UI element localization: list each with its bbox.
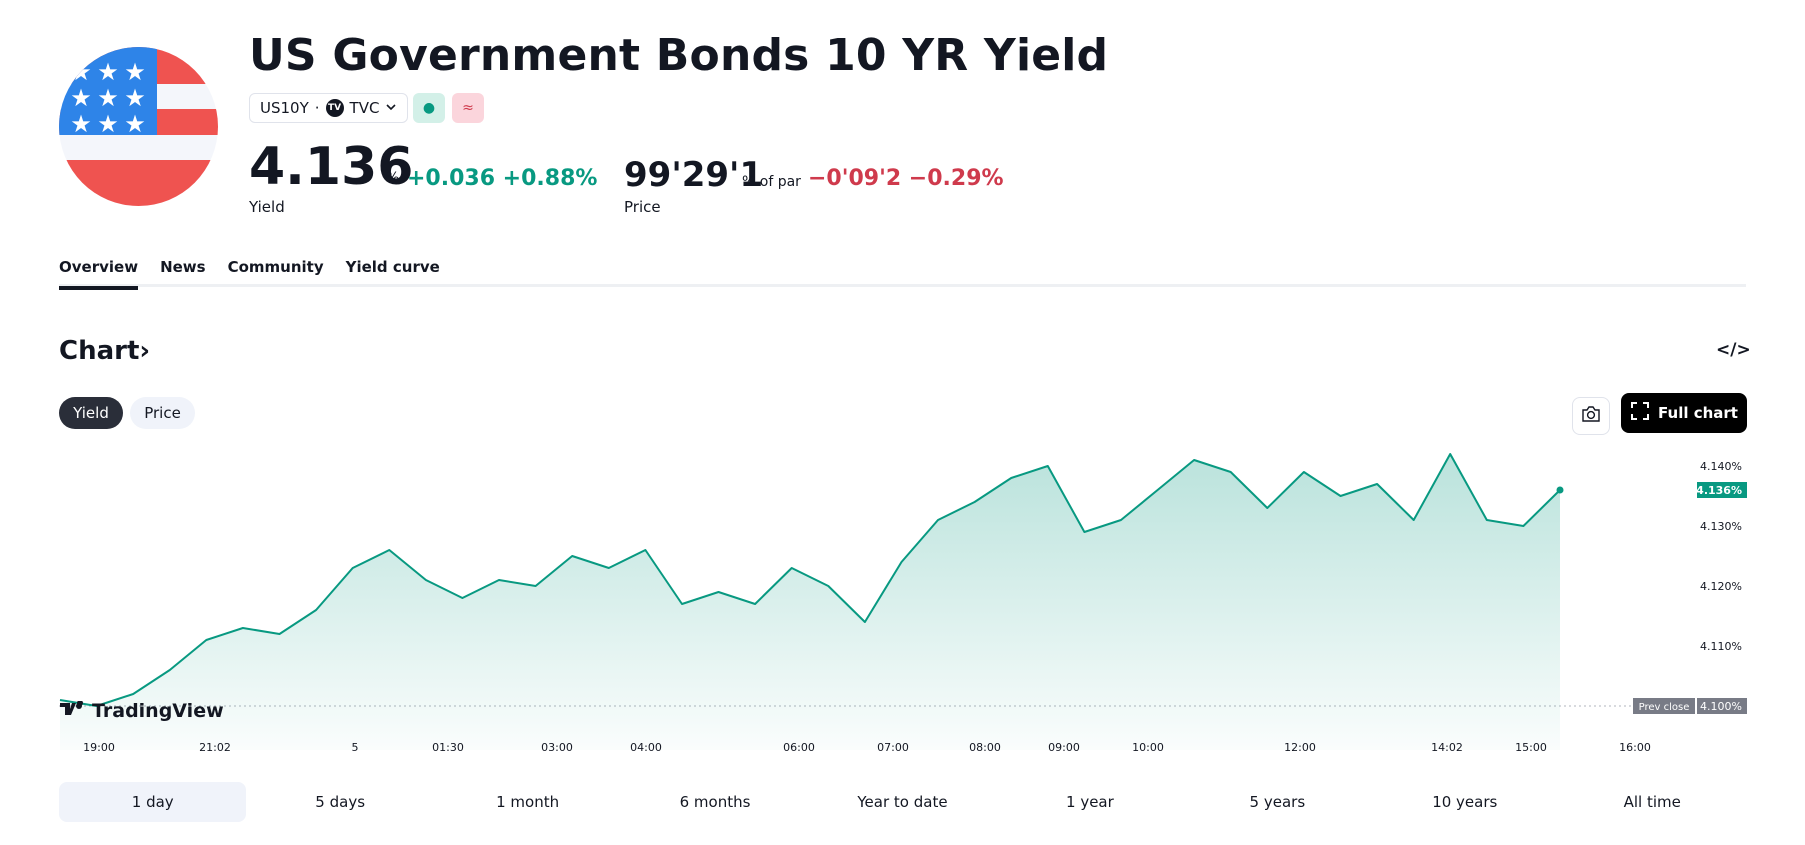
chevron-right-icon: › xyxy=(139,336,151,366)
x-tick-label: 12:00 xyxy=(1284,741,1316,754)
x-tick-label: 07:00 xyxy=(877,741,909,754)
x-tick-label: 5 xyxy=(352,741,359,754)
range-10-years[interactable]: 10 years xyxy=(1432,793,1498,811)
y-tick-label: 4.140% xyxy=(1700,460,1742,473)
symbol-separator: · xyxy=(314,99,320,117)
y-tick-label: 4.120% xyxy=(1700,580,1742,593)
x-tick-label: 19:00 xyxy=(83,741,115,754)
svg-text:★: ★ xyxy=(70,84,92,112)
tradingview-wordmark: TradingView xyxy=(92,700,224,722)
yield-data-point xyxy=(1556,486,1564,494)
range-year-to-date[interactable]: Year to date xyxy=(857,793,948,811)
last-value-tag xyxy=(1697,482,1747,498)
range-1-year[interactable]: 1 year xyxy=(1066,793,1114,811)
yield-value: 4.136 xyxy=(249,137,414,197)
svg-text:★: ★ xyxy=(124,58,146,86)
toggle-price[interactable]: Price xyxy=(130,397,195,429)
prev-close-value-label: 4.100% xyxy=(1700,700,1742,713)
yield-area-fill xyxy=(60,454,1560,750)
yield-chart[interactable]: 4.140% 4.130% 4.120% 4.110% 4.136% Prev close… xyxy=(0,440,1805,760)
svg-text:★: ★ xyxy=(70,110,92,138)
range-5-days[interactable]: 5 days xyxy=(315,793,366,811)
page-title: US Government Bonds 10 YR Yield xyxy=(249,30,1109,81)
yield-change: +0.036 +0.88% xyxy=(407,166,598,191)
price-value: 99'29'1 xyxy=(624,155,764,195)
range-all-time[interactable]: All time xyxy=(1623,793,1681,811)
yield-unit: % xyxy=(386,170,400,186)
tabs-divider xyxy=(59,284,1746,287)
symbol-selector[interactable]: US10Y · TV TVC xyxy=(249,93,409,123)
yield-line xyxy=(59,453,1561,707)
tab-news[interactable]: News xyxy=(160,258,206,276)
x-tick-label: 06:00 xyxy=(783,741,815,754)
x-tick-label: 03:00 xyxy=(541,741,573,754)
symbol-ticker: US10Y xyxy=(260,99,309,117)
tradingview-logo-icon xyxy=(60,700,88,721)
chevron-down-icon xyxy=(385,99,397,117)
svg-text:★: ★ xyxy=(97,58,119,86)
svg-text:★: ★ xyxy=(124,110,146,138)
price-label: Price xyxy=(624,198,661,216)
page-tabs: Overview News Community Yield curve xyxy=(59,258,462,290)
delayed-data-badge[interactable]: ≈ xyxy=(452,93,484,123)
range-1-day[interactable]: 1 day xyxy=(59,782,247,822)
chart-heading: Chart xyxy=(59,336,140,366)
fullscreen-icon xyxy=(1630,401,1650,425)
x-tick-label: 21:02 xyxy=(199,741,231,754)
screenshot-button[interactable] xyxy=(1572,397,1610,435)
y-tick-label: 4.110% xyxy=(1700,640,1742,653)
last-value-label: 4.136% xyxy=(1696,484,1742,497)
y-tick-label: 4.130% xyxy=(1700,520,1742,533)
tab-community[interactable]: Community xyxy=(227,258,324,276)
range-6-months[interactable]: 6 months xyxy=(679,793,751,811)
tradingview-watermark: TradingView xyxy=(60,700,224,722)
full-chart-button[interactable]: Full chart xyxy=(1621,393,1747,433)
range-1-month[interactable]: 1 month xyxy=(496,793,560,811)
price-unit: % of par xyxy=(742,174,801,190)
camera-icon xyxy=(1581,405,1601,427)
tradingview-exchange-icon: TV xyxy=(325,99,344,117)
range-5-years[interactable]: 5 years xyxy=(1249,793,1306,811)
prev-close-value-tag xyxy=(1697,698,1747,714)
toggle-yield[interactable]: Yield xyxy=(59,397,123,429)
x-tick-label: 04:00 xyxy=(630,741,662,754)
svg-text:★: ★ xyxy=(70,58,92,86)
full-chart-label: Full chart xyxy=(1658,404,1738,422)
embed-code-icon[interactable]: </> xyxy=(1716,340,1751,360)
tab-yield-curve[interactable]: Yield curve xyxy=(345,258,440,276)
yield-label: Yield xyxy=(249,198,285,216)
tab-overview[interactable]: Overview xyxy=(59,258,139,290)
x-tick-label: 10:00 xyxy=(1132,741,1164,754)
prev-close-label: Prev close xyxy=(1639,702,1690,713)
x-tick-label: 14:02 xyxy=(1431,741,1463,754)
svg-text:★: ★ xyxy=(124,84,146,112)
price-change: −0'09'2 −0.29% xyxy=(808,166,1004,191)
svg-text:★: ★ xyxy=(97,84,119,112)
us-flag-logo: ★ ★ ★ ★ ★ ★ ★ ★ ★ xyxy=(59,47,218,206)
time-range-selector: 1 day 5 days 1 month 6 months Year to da… xyxy=(59,782,1746,822)
x-tick-label: 15:00 xyxy=(1515,741,1547,754)
prev-close-tag xyxy=(1633,698,1695,714)
x-tick-label: 08:00 xyxy=(969,741,1001,754)
x-tick-label: 16:00 xyxy=(1619,741,1651,754)
market-open-badge[interactable]: ● xyxy=(413,93,445,123)
symbol-exchange: TVC xyxy=(349,99,380,117)
x-tick-label: 01:30 xyxy=(432,741,464,754)
chart-heading-link[interactable]: Chart› xyxy=(59,336,150,366)
svg-text:★: ★ xyxy=(97,110,119,138)
x-tick-label: 09:00 xyxy=(1048,741,1080,754)
